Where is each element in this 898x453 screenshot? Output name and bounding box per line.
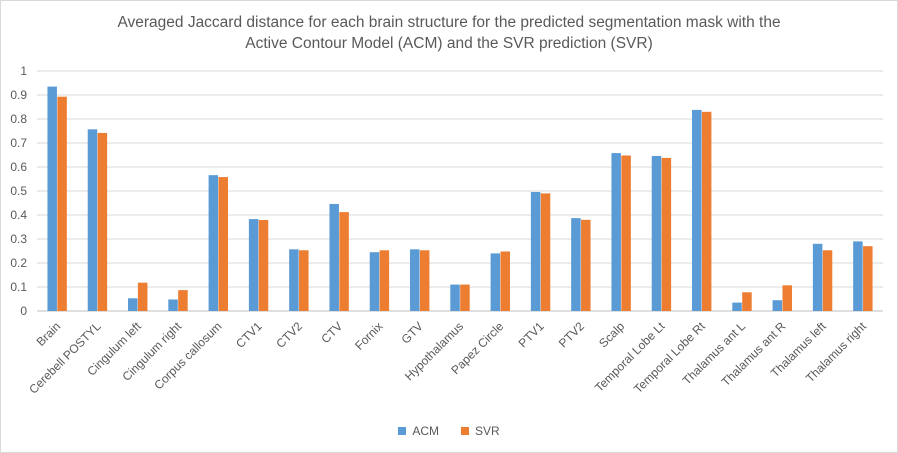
bar-svr: [419, 250, 430, 311]
legend-label-acm: ACM: [412, 424, 439, 438]
x-tick-label: CTV2: [273, 319, 305, 351]
bar-acm: [812, 243, 823, 311]
bar-svr: [621, 155, 631, 311]
x-tick-label: Scalp: [596, 319, 627, 350]
bar-svr: [540, 193, 551, 311]
x-tick-label: PTV1: [516, 319, 547, 350]
y-tick-label: 0.3: [10, 232, 27, 246]
bar-acm: [450, 284, 460, 311]
bar-svr: [500, 251, 510, 311]
bar-svr: [701, 111, 712, 311]
legend-swatch-svr: [460, 427, 469, 435]
bar-acm: [168, 299, 178, 311]
bar-acm: [47, 86, 57, 311]
y-tick-label: 0.6: [10, 160, 27, 174]
chart-title-line-2: Active Contour Model (ACM) and the SVR p…: [245, 35, 653, 52]
bar-acm: [329, 203, 339, 311]
bar-svr: [661, 157, 672, 311]
x-tick-label: Cerebell POSTYL: [26, 319, 104, 397]
bar-svr: [97, 132, 108, 311]
bar-acm: [410, 249, 420, 311]
bar-acm: [772, 300, 783, 311]
bar-svr: [137, 282, 148, 311]
chart-legend: ACM SVR: [0, 424, 898, 438]
y-tick-label: 0.2: [10, 256, 27, 270]
bar-acm: [530, 191, 541, 311]
bar-svr: [460, 284, 470, 311]
legend-label-svr: SVR: [474, 424, 500, 438]
bar-svr: [863, 246, 873, 311]
bar-acm: [571, 218, 581, 311]
bar-acm: [611, 153, 621, 311]
bar-acm: [692, 109, 702, 311]
x-tick-label: GTV: [398, 319, 425, 346]
bar-svr: [178, 290, 188, 311]
legend-item-svr: SVR: [460, 424, 500, 438]
y-tick-label: 0.4: [10, 208, 27, 222]
chart-title: Averaged Jaccard distance for each brain…: [0, 12, 898, 54]
x-tick-label: CTV1: [233, 319, 265, 351]
x-tick-label: Temporal Lobe Rt: [631, 319, 708, 396]
bar-acm: [490, 253, 501, 311]
legend-swatch-acm: [398, 427, 407, 435]
y-tick-label: 0.5: [10, 184, 27, 198]
x-tick-label: PTV2: [556, 319, 587, 350]
bar-svr: [379, 250, 390, 311]
bar-acm: [248, 219, 259, 311]
bar-acm: [87, 129, 98, 311]
bar-svr: [581, 219, 591, 311]
y-tick-label: 1: [20, 64, 27, 78]
y-tick-label: 0: [20, 304, 27, 318]
bar-svr: [57, 96, 67, 312]
bar-acm: [369, 252, 380, 311]
x-tick-label: Fornix: [352, 319, 385, 352]
legend-item-acm: ACM: [398, 424, 439, 438]
bar-svr: [822, 250, 833, 311]
y-tick-label: 0.7: [10, 136, 27, 150]
chart-title-line-1: Averaged Jaccard distance for each brain…: [117, 14, 781, 31]
x-tick-label: CTV: [318, 319, 345, 346]
x-tick-label: Temporal Lobe Lt: [592, 319, 668, 395]
bar-acm: [289, 249, 299, 311]
bar-acm: [651, 155, 662, 311]
y-tick-label: 0.1: [10, 280, 27, 294]
y-tick-label: 0.8: [10, 112, 27, 126]
bar-acm: [128, 298, 138, 311]
y-tick-label: 0.9: [10, 88, 27, 102]
bar-acm: [208, 175, 219, 311]
bar-svr: [258, 220, 269, 311]
bar-svr: [339, 212, 349, 311]
bar-acm: [732, 302, 742, 311]
bar-svr: [299, 250, 309, 311]
bar-svr: [218, 177, 228, 311]
bar-acm: [853, 241, 863, 311]
x-tick-label: Brain: [34, 319, 64, 349]
bar-svr: [782, 285, 792, 311]
bar-svr: [742, 292, 752, 311]
